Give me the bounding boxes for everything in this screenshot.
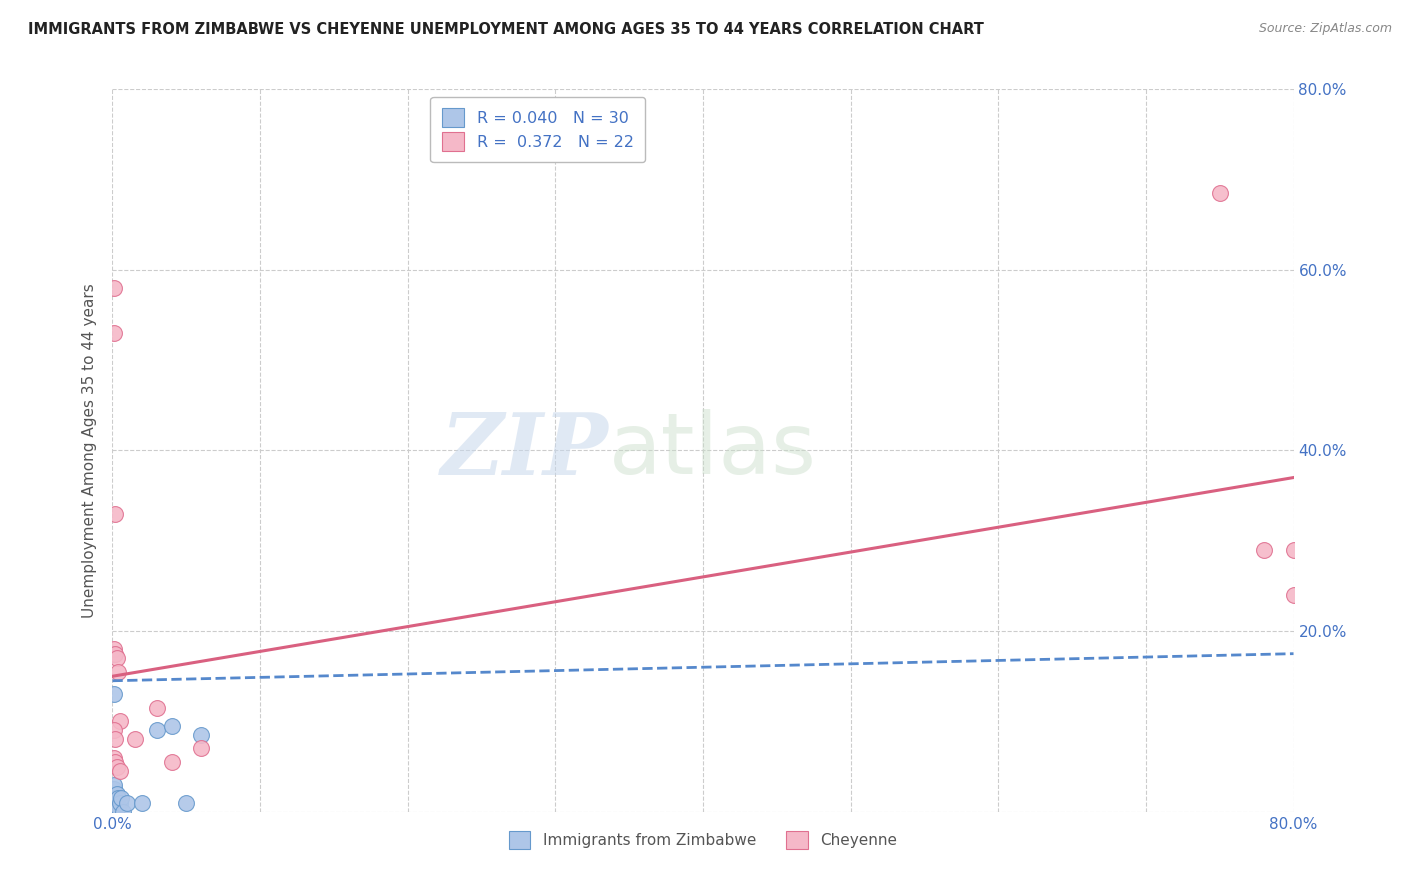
Point [131,796,153,810]
Y-axis label: Unemployment Among Ages 35 to 44 years: Unemployment Among Ages 35 to 44 years [82,283,97,618]
Point [1282,588,1305,602]
Text: Source: ZipAtlas.com: Source: ZipAtlas.com [1258,22,1392,36]
Point [1253,542,1275,557]
Point [103,787,125,801]
Point [107,791,129,805]
Point [110,791,132,805]
Point [146,723,169,738]
Point [174,796,197,810]
Text: ZIP: ZIP [440,409,609,492]
Point [1208,186,1232,200]
Point [124,732,146,747]
Point [104,800,127,814]
Point [105,796,128,810]
Point [105,651,128,665]
Point [108,796,131,810]
Point [103,805,125,819]
Point [104,755,127,769]
Text: IMMIGRANTS FROM ZIMBABWE VS CHEYENNE UNEMPLOYMENT AMONG AGES 35 TO 44 YEARS CORR: IMMIGRANTS FROM ZIMBABWE VS CHEYENNE UNE… [28,22,984,37]
Point [103,647,125,661]
Point [190,728,212,742]
Point [107,665,129,679]
Point [103,281,125,295]
Point [103,326,125,340]
Point [146,701,169,715]
Point [1282,542,1305,557]
Point [103,800,125,814]
Text: atlas: atlas [609,409,817,492]
Legend: Immigrants from Zimbabwe, Cheyenne: Immigrants from Zimbabwe, Cheyenne [503,825,903,855]
Point [104,732,127,747]
Point [104,791,127,805]
Point [104,805,127,819]
Point [160,755,183,769]
Point [103,723,125,738]
Point [190,741,212,756]
Point [105,759,128,773]
Point [111,805,134,819]
Point [101,805,124,819]
Point [101,787,124,801]
Point [104,507,127,521]
Point [108,764,131,778]
Point [103,778,125,792]
Point [103,750,125,764]
Point [103,687,125,701]
Point [101,796,124,810]
Point [103,791,125,805]
Point [104,796,127,810]
Point [101,782,124,797]
Point [117,796,138,810]
Point [103,796,125,810]
Point [108,714,131,729]
Point [103,642,125,657]
Point [103,782,125,797]
Point [104,647,127,661]
Point [105,787,128,801]
Point [107,800,129,814]
Point [160,719,183,733]
